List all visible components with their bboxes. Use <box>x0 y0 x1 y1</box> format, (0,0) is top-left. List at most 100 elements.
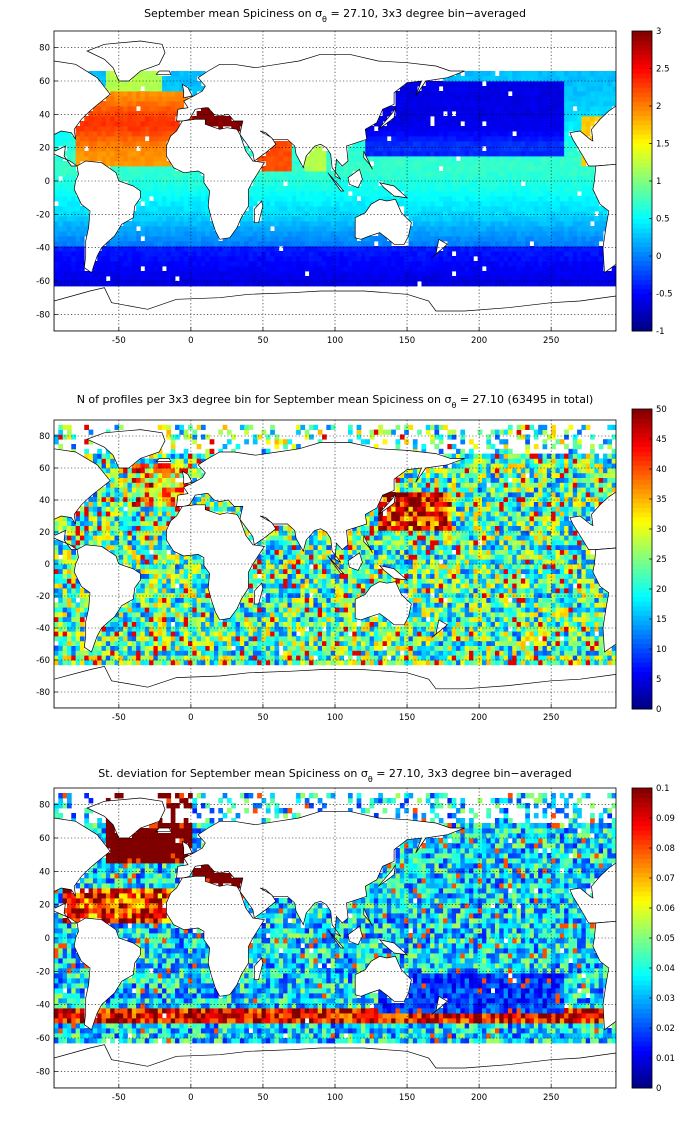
heatmap-cell <box>538 281 543 287</box>
heatmap-cell <box>84 281 89 287</box>
heatmap-cell <box>412 211 418 217</box>
heatmap-cell <box>590 660 595 666</box>
heatmap-cell <box>503 196 509 202</box>
heatmap-cell <box>114 76 120 82</box>
heatmap-cell <box>525 126 530 132</box>
heatmap-cell <box>79 631 85 637</box>
heatmap-cell <box>430 276 435 282</box>
heatmap-cell <box>425 261 431 267</box>
heatmap-cell <box>525 116 530 122</box>
heatmap-cell <box>244 236 249 242</box>
heatmap-cell <box>438 146 444 152</box>
heatmap-cell <box>347 186 353 192</box>
heatmap-cell <box>118 660 124 666</box>
heatmap-cell <box>490 211 496 217</box>
heatmap-cell <box>313 196 319 202</box>
heatmap-cell <box>546 276 552 282</box>
heatmap-cell <box>200 281 206 287</box>
heatmap-cell <box>577 181 582 187</box>
heatmap-cell <box>412 116 418 122</box>
heatmap-cell <box>287 221 293 227</box>
heatmap-cell <box>611 96 616 102</box>
heatmap-cell <box>157 640 163 646</box>
heatmap-cell <box>170 196 176 202</box>
heatmap-cell <box>443 76 448 82</box>
heatmap-cell <box>231 636 236 642</box>
heatmap-cell <box>110 76 115 82</box>
heatmap-cell <box>386 251 392 257</box>
heatmap-cell <box>71 171 77 177</box>
heatmap-cell <box>123 251 128 257</box>
heatmap-cell <box>490 86 496 92</box>
heatmap-cell <box>291 281 297 287</box>
heatmap-cell <box>486 645 492 651</box>
heatmap-cell <box>473 266 479 272</box>
heatmap-cell <box>421 206 427 212</box>
heatmap-cell <box>477 106 483 112</box>
heatmap-cell <box>516 171 522 177</box>
heatmap-cell <box>166 266 172 272</box>
heatmap-cell <box>205 636 211 642</box>
heatmap-cell <box>200 211 206 217</box>
heatmap-cell <box>399 276 405 282</box>
heatmap-cell <box>546 231 552 237</box>
heatmap-cell <box>542 276 548 282</box>
heatmap-cell <box>149 86 154 92</box>
heatmap-cell <box>140 216 146 222</box>
heatmap-cell <box>226 236 232 242</box>
heatmap-cell <box>300 176 306 182</box>
heatmap-cell <box>564 126 569 132</box>
heatmap-cell <box>447 226 453 232</box>
heatmap-cell <box>373 261 379 267</box>
heatmap-cell <box>58 650 64 656</box>
heatmap-cell <box>149 655 154 661</box>
heatmap-cell <box>192 271 198 277</box>
heatmap-cell <box>244 226 249 232</box>
heatmap-cell <box>71 246 77 252</box>
heatmap-cell <box>572 640 578 646</box>
heatmap-cell <box>196 171 202 177</box>
heatmap-cell <box>503 246 509 252</box>
heatmap-cell <box>347 645 353 651</box>
heatmap-cell <box>183 231 189 237</box>
heatmap-cell <box>265 161 271 167</box>
heatmap-cell <box>499 166 504 172</box>
heatmap-cell <box>447 91 453 97</box>
heatmap-cell <box>162 156 167 162</box>
heatmap-cell <box>343 640 349 646</box>
heatmap-cell <box>533 176 539 182</box>
heatmap-cell <box>421 246 427 252</box>
heatmap-cell <box>183 261 189 267</box>
heatmap-cell <box>75 221 81 227</box>
heatmap-cell <box>326 256 332 262</box>
heatmap-cell <box>434 151 440 157</box>
heatmap-cell <box>473 181 479 187</box>
heatmap-cell <box>490 655 496 661</box>
colorbar-segment <box>632 110 652 116</box>
heatmap-cell <box>144 655 150 661</box>
heatmap-cell <box>360 146 366 152</box>
heatmap-cell <box>473 241 479 247</box>
heatmap-cell <box>347 660 353 666</box>
heatmap-cell <box>559 156 565 162</box>
heatmap-cell <box>425 176 431 182</box>
heatmap-cell <box>577 271 582 277</box>
heatmap-cell <box>590 276 595 282</box>
heatmap-cell <box>404 156 409 162</box>
heatmap-cell <box>278 226 284 232</box>
heatmap-cell <box>166 631 172 637</box>
heatmap-cell <box>291 226 297 232</box>
heatmap-cell <box>101 81 107 87</box>
heatmap-cell <box>92 655 98 661</box>
heatmap-cell <box>399 156 405 162</box>
heatmap-cell <box>79 655 85 661</box>
heatmap-cell <box>469 151 474 157</box>
heatmap-cell <box>417 266 422 272</box>
heatmap-cell <box>369 196 375 202</box>
heatmap-cell <box>153 111 159 117</box>
heatmap-cell <box>226 650 232 656</box>
heatmap-cell <box>451 146 457 152</box>
heatmap-cell <box>378 161 383 167</box>
heatmap-cell <box>503 171 509 177</box>
heatmap-cell <box>525 266 530 272</box>
